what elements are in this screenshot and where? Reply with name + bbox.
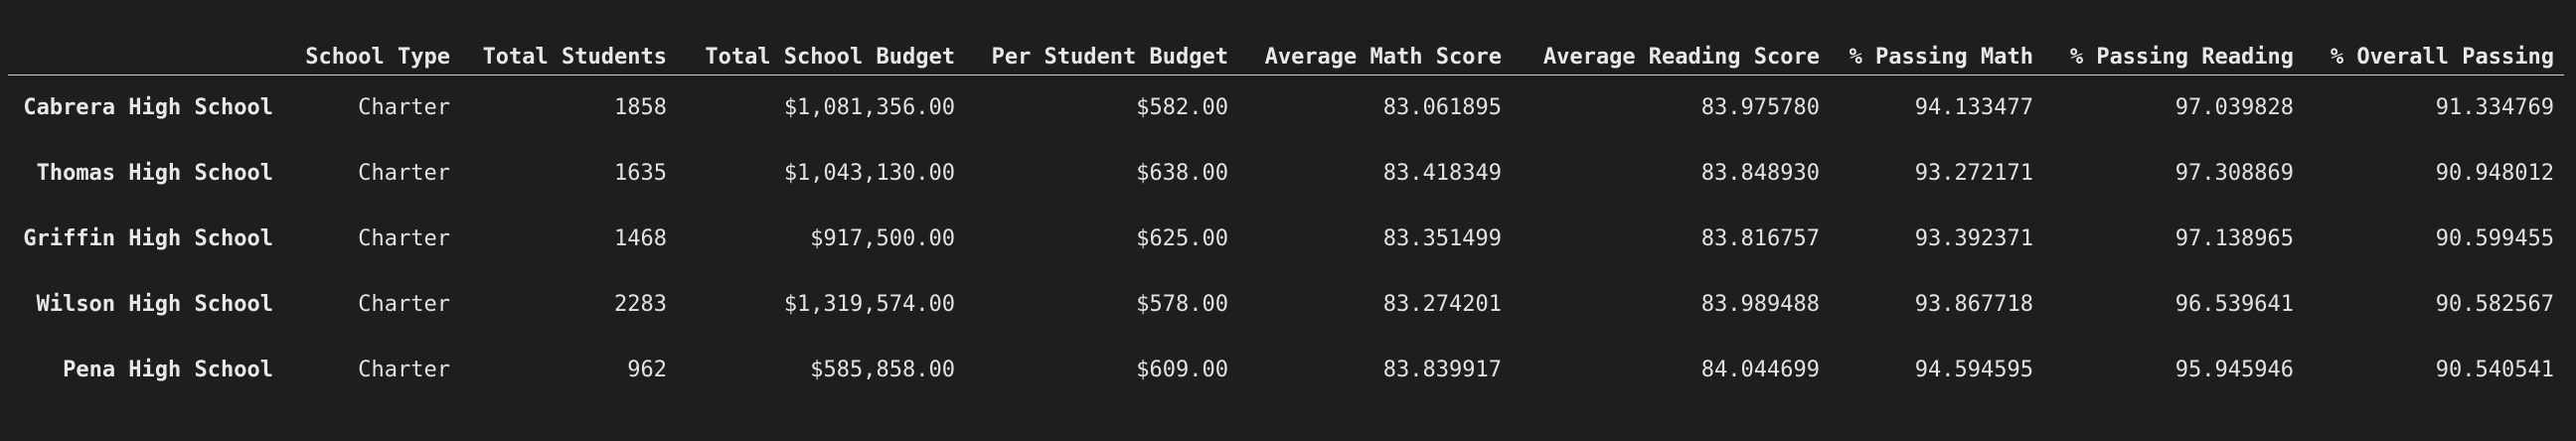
row-index-label: Pena High School (63, 358, 273, 382)
cell-passing-math: 93.867718 (1914, 292, 2033, 317)
cell-average-math-score: 83.274201 (1382, 292, 1502, 317)
cell-total-students: 2283 (614, 292, 667, 317)
cell-total-school-budget: $917,500.00 (810, 226, 955, 251)
cell-school-type: Charter (358, 95, 450, 121)
cell-school-type: Charter (358, 161, 450, 186)
row-index-label: Cabrera High School (23, 95, 273, 121)
cell-overall-passing: 90.948012 (2435, 161, 2554, 186)
cell-total-school-budget: $1,043,130.00 (783, 161, 955, 186)
table-row: Pena High School Charter 962 $585,858.00… (8, 338, 2564, 403)
cell-average-math-score: 83.351499 (1382, 226, 1502, 251)
cell-average-math-score: 83.061895 (1382, 95, 1502, 121)
cell-average-reading-score: 83.816757 (1700, 226, 1820, 251)
cell-total-students: 962 (627, 358, 667, 382)
cell-school-type: Charter (358, 358, 450, 382)
cell-average-math-score: 83.418349 (1382, 161, 1502, 186)
table-row: Wilson High School Charter 2283 $1,319,5… (8, 272, 2564, 338)
cell-overall-passing: 90.582567 (2435, 292, 2554, 317)
column-header-per-student-budget: Per Student Budget (991, 45, 1228, 70)
cell-total-school-budget: $1,319,574.00 (783, 292, 955, 317)
column-header-average-reading-score: Average Reading Score (1542, 45, 1820, 70)
column-header-average-math-score: Average Math Score (1264, 45, 1502, 70)
column-header-total-school-budget: Total School Budget (705, 45, 955, 70)
cell-average-reading-score: 84.044699 (1700, 358, 1820, 382)
cell-per-student-budget: $638.00 (1136, 161, 1228, 186)
cell-passing-reading: 97.039828 (2174, 95, 2294, 121)
cell-passing-math: 93.392371 (1914, 226, 2033, 251)
table-body: Cabrera High School Charter 1858 $1,081,… (8, 75, 2564, 403)
cell-passing-math: 94.594595 (1914, 358, 2033, 382)
cell-total-students: 1635 (614, 161, 667, 186)
column-header-total-students: Total Students (482, 45, 667, 70)
cell-total-students: 1858 (614, 95, 667, 121)
cell-average-math-score: 83.839917 (1382, 358, 1502, 382)
column-header-overall-passing: % Overall Passing (2330, 45, 2554, 70)
cell-passing-math: 93.272171 (1914, 161, 2033, 186)
cell-per-student-budget: $609.00 (1136, 358, 1228, 382)
table-row: Cabrera High School Charter 1858 $1,081,… (8, 75, 2564, 141)
cell-per-student-budget: $625.00 (1136, 226, 1228, 251)
cell-average-reading-score: 83.848930 (1700, 161, 1820, 186)
cell-overall-passing: 90.540541 (2435, 358, 2554, 382)
column-header-passing-math: % Passing Math (1849, 45, 2033, 70)
table-row: Griffin High School Charter 1468 $917,50… (8, 207, 2564, 272)
row-index-label: Griffin High School (23, 226, 273, 251)
column-header-passing-reading: % Passing Reading (2069, 45, 2294, 70)
dataframe-table: School Type Total Students Total School … (8, 44, 2564, 403)
cell-passing-reading: 95.945946 (2174, 358, 2294, 382)
row-index-label: Thomas High School (36, 161, 273, 186)
cell-passing-reading: 96.539641 (2174, 292, 2294, 317)
cell-per-student-budget: $582.00 (1136, 95, 1228, 121)
cell-school-type: Charter (358, 226, 450, 251)
cell-total-school-budget: $585,858.00 (810, 358, 955, 382)
cell-total-school-budget: $1,081,356.00 (783, 95, 955, 121)
cell-overall-passing: 90.599455 (2435, 226, 2554, 251)
row-index-label: Wilson High School (36, 292, 273, 317)
column-header-school-type: School Type (305, 45, 450, 70)
table-row: Thomas High School Charter 1635 $1,043,1… (8, 141, 2564, 207)
cell-passing-reading: 97.308869 (2174, 161, 2294, 186)
cell-passing-reading: 97.138965 (2174, 226, 2294, 251)
cell-average-reading-score: 83.989488 (1700, 292, 1820, 317)
cell-per-student-budget: $578.00 (1136, 292, 1228, 317)
cell-school-type: Charter (358, 292, 450, 317)
cell-overall-passing: 91.334769 (2435, 95, 2554, 121)
cell-average-reading-score: 83.975780 (1700, 95, 1820, 121)
table-header: School Type Total Students Total School … (8, 44, 2564, 75)
header-row: School Type Total Students Total School … (8, 44, 2564, 75)
index-header (8, 44, 283, 75)
cell-total-students: 1468 (614, 226, 667, 251)
cell-passing-math: 94.133477 (1914, 95, 2033, 121)
